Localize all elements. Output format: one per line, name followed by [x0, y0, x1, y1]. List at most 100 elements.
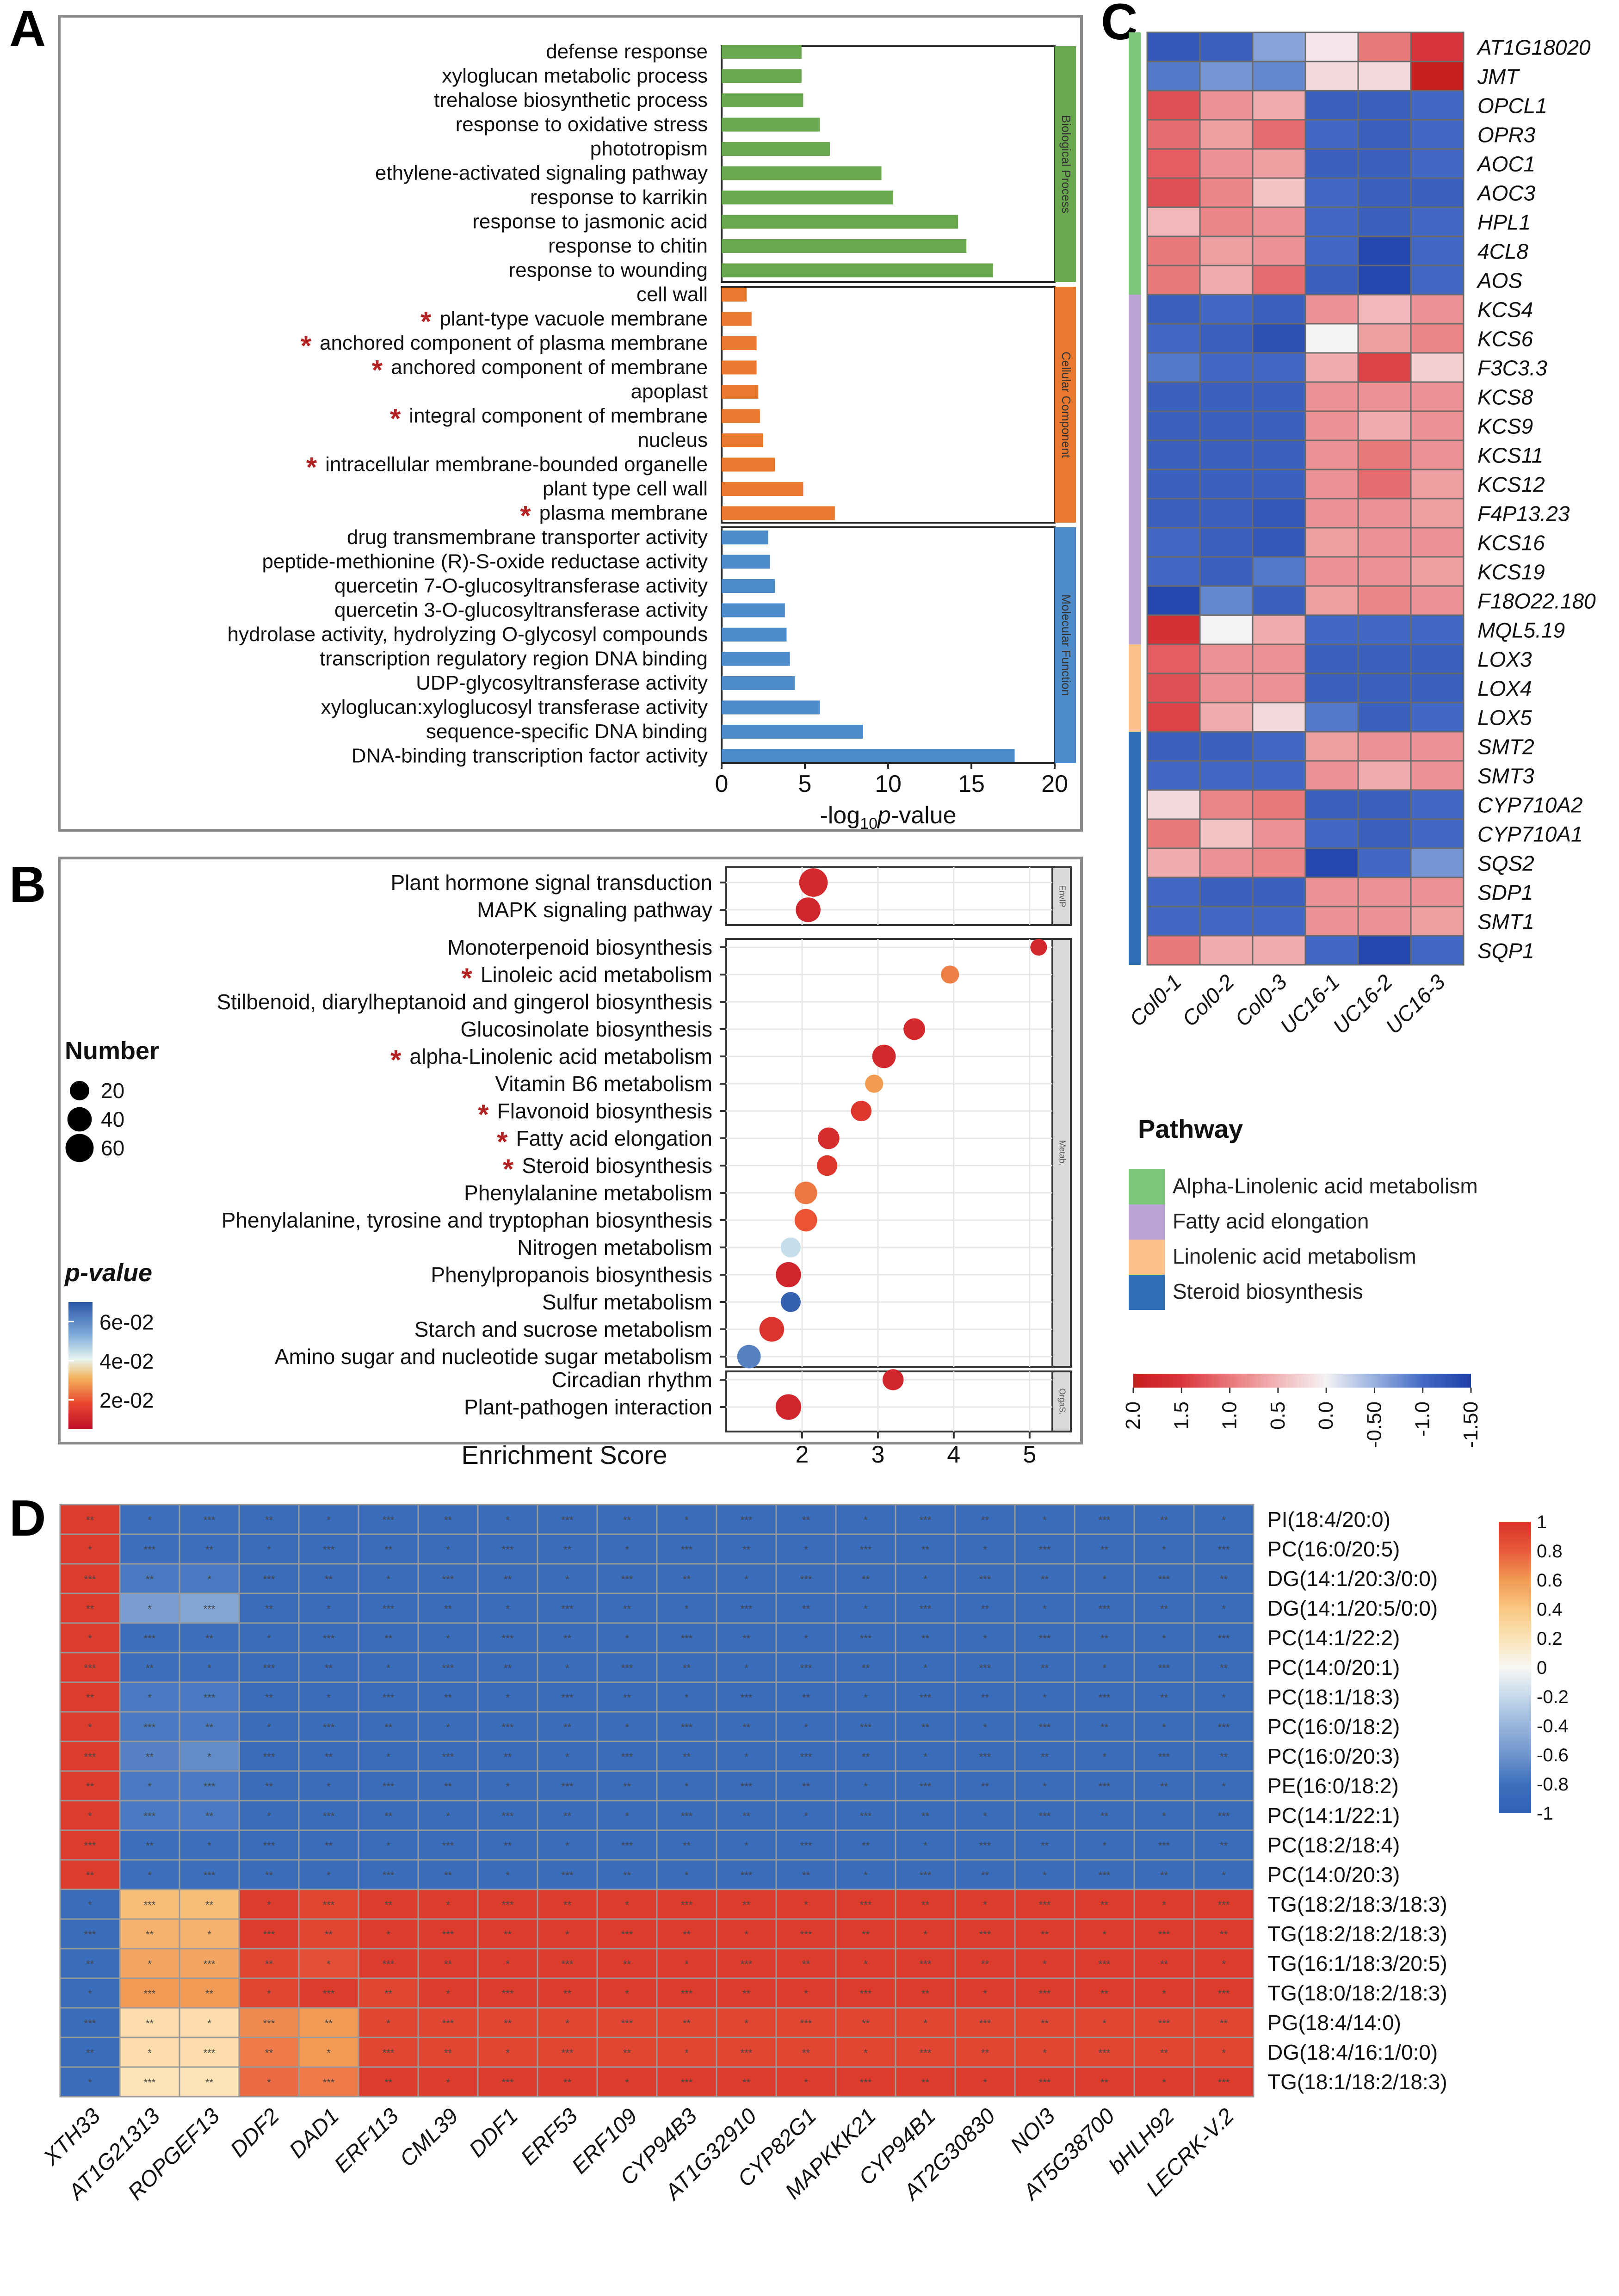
panel-c-gene-label: KCS12: [1477, 473, 1545, 497]
panel-d-cell-mark: *: [327, 1692, 331, 1703]
panel-d-cell-mark: **: [862, 1751, 870, 1763]
panel-c-cell: [1146, 818, 1201, 849]
panel-d-cell-mark: *: [565, 2018, 569, 2029]
panel-d-cell-mark: *: [983, 1544, 987, 1555]
panel-c-cell: [1252, 148, 1306, 179]
panel-d-cell-mark: **: [504, 1751, 512, 1763]
panel-d-cell: [1074, 1977, 1135, 2009]
panel-d-cell: [716, 1948, 777, 1979]
panel-d-cell-mark: *: [744, 1662, 748, 1674]
panel-d-cell-mark: ***: [144, 1544, 156, 1555]
panel-a-category-label: trehalose biosynthetic process: [434, 89, 708, 111]
panel-b-kegg-bubble-chart: EnvIP Plant hormone signal transduction MA…: [64, 866, 1072, 1469]
panel-d-cell-mark: *: [446, 1544, 450, 1555]
panel-d-cell-mark: *: [1162, 1899, 1166, 1911]
panel-d-cell-mark: **: [623, 2047, 631, 2059]
panel-d-cell: [119, 1800, 180, 1831]
panel-c-pathway-cell: [1129, 91, 1141, 120]
panel-d-row-label: PC(14:0/20:3): [1267, 1863, 1400, 1887]
panel-d-cell-mark: ***: [920, 1603, 932, 1615]
panel-d-cell: [59, 1622, 121, 1654]
panel-c-cell: [1252, 876, 1306, 907]
panel-c-cell: [1304, 177, 1359, 208]
panel-c-cell: [1199, 235, 1254, 266]
panel-d-cell: [298, 1681, 359, 1713]
panel-d-row-label: DG(14:1/20:3/0:0): [1267, 1567, 1438, 1591]
panel-d-cell-mark: ***: [144, 1988, 156, 2000]
panel-d-colorbar-label: 0.8: [1537, 1541, 1563, 1562]
panel-d-cell-mark: *: [1162, 1722, 1166, 1733]
panel-d-cell-mark: **: [981, 2047, 989, 2059]
panel-d-cell-mark: **: [1160, 1958, 1168, 1970]
panel-d-cell-mark: **: [146, 1751, 154, 1763]
panel-d-cell-mark: **: [1160, 1870, 1168, 1881]
panel-c-cell: [1410, 527, 1465, 558]
panel-a-x-tick-label: 20: [1041, 771, 1068, 797]
panel-d-cell-mark: *: [267, 1988, 271, 2000]
panel-d-cell-mark: ***: [621, 1929, 633, 1940]
panel-c-cell: [1304, 556, 1359, 587]
panel-d-cell-mark: ***: [263, 1751, 275, 1763]
panel-c-cell: [1146, 556, 1201, 587]
panel-d-cell-mark: ***: [1099, 1870, 1111, 1881]
panel-a-category-label: response to oxidative stress: [456, 113, 708, 136]
panel-b-group-frame: [725, 938, 1053, 1368]
panel-a-bar: [722, 652, 790, 666]
panel-d-cell-mark: **: [1220, 1929, 1228, 1940]
panel-b-pathway-label: Circadian rhythm: [551, 1368, 712, 1392]
panel-c-gene-label: CYP710A2: [1477, 793, 1583, 817]
panel-d-row-label: PC(16:0/20:5): [1267, 1537, 1400, 1561]
panel-c-column-label: UC16-1: [1275, 969, 1344, 1038]
panel-c-cell: [1357, 760, 1412, 791]
panel-d-cell: [1193, 1770, 1254, 1802]
panel-c-cell: [1304, 410, 1359, 441]
panel-d-cell: [417, 1889, 479, 1920]
panel-d-cell: [179, 2007, 240, 2038]
panel-d-cell-mark: ***: [800, 1662, 812, 1674]
panel-d-row-label: TG(18:1/18:2/18:3): [1267, 2070, 1447, 2094]
panel-d-cell: [417, 1622, 479, 1654]
panel-c-cell: [1146, 381, 1201, 412]
panel-d-cell-mark: **: [921, 1899, 930, 1911]
panel-d-cell: [835, 1977, 896, 2009]
panel-a-bar: [722, 117, 820, 132]
panel-c-gene-label: LOX3: [1477, 648, 1532, 672]
panel-c-cell: [1252, 119, 1306, 150]
panel-d-cell: [59, 1948, 121, 1979]
panel-c-gene-label: SMT3: [1477, 764, 1534, 788]
panel-d-cell-mark: *: [446, 1633, 450, 1644]
panel-d-cell-mark: **: [1160, 1603, 1168, 1615]
panel-d-cell-mark: **: [384, 1544, 393, 1555]
panel-d-cell-mark: ***: [681, 2077, 693, 2088]
panel-b-color-legend-label: 6e-02: [99, 1310, 154, 1334]
panel-d-cell-mark: **: [265, 2047, 273, 2059]
panel-c-cell: [1304, 760, 1359, 791]
panel-d-cell: [119, 1948, 180, 1979]
panel-d-cell: [537, 1592, 598, 1624]
panel-a-bar: [722, 603, 785, 617]
panel-d-cell-mark: **: [802, 1514, 810, 1526]
panel-c-cell: [1304, 352, 1359, 383]
panel-d-cell-mark: ***: [323, 1722, 335, 1733]
panel-d-cell-mark: ***: [204, 1958, 216, 1970]
panel-d-cell: [417, 1859, 479, 1890]
panel-d-cell: [537, 1889, 598, 1920]
panel-d-cell-mark: *: [923, 1751, 927, 1763]
panel-d-cell-mark: *: [506, 1603, 510, 1615]
panel-c-cell: [1410, 265, 1465, 296]
panel-c-legend-label: Steroid biosynthesis: [1173, 1279, 1363, 1303]
panel-d-cell: [238, 1770, 300, 1802]
panel-c-cell: [1357, 556, 1412, 587]
panel-d-cell: [298, 1977, 359, 2009]
panel-d-cell-mark: ***: [84, 1574, 96, 1585]
panel-c-cell: [1146, 323, 1201, 354]
panel-d-cell-mark: ***: [1218, 1544, 1230, 1555]
panel-d-cell-mark: ***: [1158, 1574, 1170, 1585]
panel-c-cell: [1410, 906, 1465, 937]
panel-d-cell-mark: *: [1222, 1958, 1226, 1970]
panel-d-cell-mark: ***: [263, 2018, 275, 2029]
panel-d-cell: [1133, 1504, 1195, 1535]
panel-b-group-strip-label: Metab.: [1057, 1140, 1067, 1166]
panel-d-cell: [895, 1918, 956, 1950]
panel-d-cell: [417, 1652, 479, 1683]
